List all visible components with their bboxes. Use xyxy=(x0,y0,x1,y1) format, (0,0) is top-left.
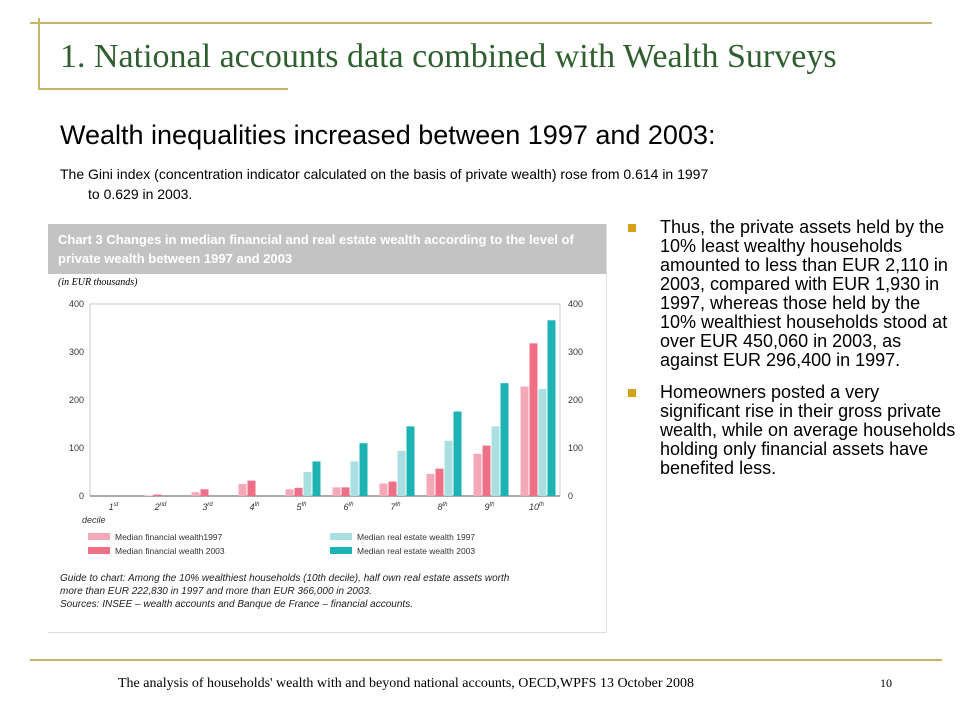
chart-sources: Sources: INSEE – wealth accounts and Ban… xyxy=(60,599,413,610)
x-tick-label: 3rd xyxy=(202,502,213,512)
x-tick-label: 8th xyxy=(437,502,448,512)
bar xyxy=(341,487,350,496)
bar xyxy=(294,487,303,496)
bar xyxy=(491,426,500,496)
bar xyxy=(379,483,388,496)
bullet-item: Thus, the private assets held by the 10%… xyxy=(628,218,958,370)
legend-swatch xyxy=(88,547,110,554)
bar xyxy=(312,461,321,496)
bar xyxy=(350,461,359,496)
y-tick-label-right: 0 xyxy=(568,491,573,501)
bar-chart: 0 0 100 100 200 200 300 300 400 400 1st 2nd 3rd 4th 5t… xyxy=(60,299,583,610)
bar xyxy=(238,484,247,496)
bar xyxy=(200,489,209,496)
bar xyxy=(397,450,406,496)
bar xyxy=(435,468,444,496)
y-tick-label-left: 400 xyxy=(69,299,84,309)
footer-text: The analysis of households' wealth with … xyxy=(118,676,695,691)
bar xyxy=(538,388,547,496)
chart-image: Chart 3 Changes in median financial and … xyxy=(48,224,607,633)
bullet-text: Thus, the private assets held by the 10%… xyxy=(660,217,948,370)
x-tick-label: 10th xyxy=(529,502,545,512)
x-tick-label: 6th xyxy=(343,502,354,512)
bar xyxy=(482,445,491,496)
x-tick-label: 2nd xyxy=(154,502,167,512)
legend-swatch xyxy=(330,533,352,540)
bar xyxy=(473,453,482,496)
y-tick-label-right: 400 xyxy=(568,299,583,309)
page-number: 10 xyxy=(880,676,892,690)
bar xyxy=(520,386,529,496)
legend-label: Median financial wealth 2003 xyxy=(115,546,225,556)
title-underline xyxy=(38,88,288,90)
x-tick-label: 9th xyxy=(484,502,495,512)
y-tick-label-right: 300 xyxy=(568,347,583,357)
slide-subtitle: Wealth inequalities increased between 19… xyxy=(60,120,716,150)
bar xyxy=(426,473,435,496)
bullet-square-icon xyxy=(628,224,636,232)
bar xyxy=(444,440,453,496)
x-axis-label: decile xyxy=(82,515,106,525)
legend-label: Median financial wealth1997 xyxy=(115,532,223,542)
bullet-item: Homeowners posted a very significant ris… xyxy=(628,383,958,478)
chart-header: Chart 3 Changes in median financial and … xyxy=(48,224,606,274)
gini-paragraph: The Gini index (concentration indicator … xyxy=(60,164,930,204)
gini-line-1: The Gini index (concentration indicator … xyxy=(60,166,709,182)
bar xyxy=(500,383,509,496)
bar xyxy=(453,411,462,496)
legend-swatch xyxy=(88,533,110,540)
chart-guide: Guide to chart: Among the 10% wealthiest… xyxy=(60,573,510,597)
chart-title: Chart 3 Changes in median financial and … xyxy=(58,232,574,266)
x-tick-label: 1st xyxy=(109,502,119,512)
x-tick-label: 7th xyxy=(390,502,401,512)
y-tick-label-left: 0 xyxy=(79,491,84,501)
bar xyxy=(547,320,556,496)
bar xyxy=(191,492,200,496)
bar xyxy=(303,472,312,496)
bar xyxy=(332,487,341,496)
slide-title: 1. National accounts data combined with … xyxy=(60,38,837,75)
top-rule xyxy=(30,22,932,24)
legend-label: Median real estate wealth 1997 xyxy=(357,532,475,542)
bar xyxy=(247,480,256,496)
gini-line-2: to 0.629 in 2003. xyxy=(88,186,193,202)
bullet-square-icon xyxy=(628,389,636,397)
left-rule xyxy=(38,18,40,88)
bullet-text: Homeowners posted a very significant ris… xyxy=(660,382,956,478)
y-tick-label-right: 100 xyxy=(568,443,583,453)
y-tick-label-left: 300 xyxy=(69,347,84,357)
bar xyxy=(406,426,415,496)
chart-unit: (in EUR thousands) xyxy=(58,277,138,288)
legend-label: Median real estate wealth 2003 xyxy=(357,546,475,556)
y-tick-label-right: 200 xyxy=(568,395,583,405)
y-tick-label-left: 200 xyxy=(69,395,84,405)
footer-rule xyxy=(30,659,942,661)
y-tick-label-left: 100 xyxy=(69,443,84,453)
bar xyxy=(153,494,162,496)
bar xyxy=(359,443,368,496)
x-tick-label: 5th xyxy=(296,502,307,512)
bar xyxy=(388,481,397,496)
bar xyxy=(285,489,294,496)
bar xyxy=(529,343,538,496)
bullet-list: Thus, the private assets held by the 10%… xyxy=(628,218,958,491)
legend-swatch xyxy=(330,547,352,554)
x-tick-label: 4th xyxy=(249,502,260,512)
